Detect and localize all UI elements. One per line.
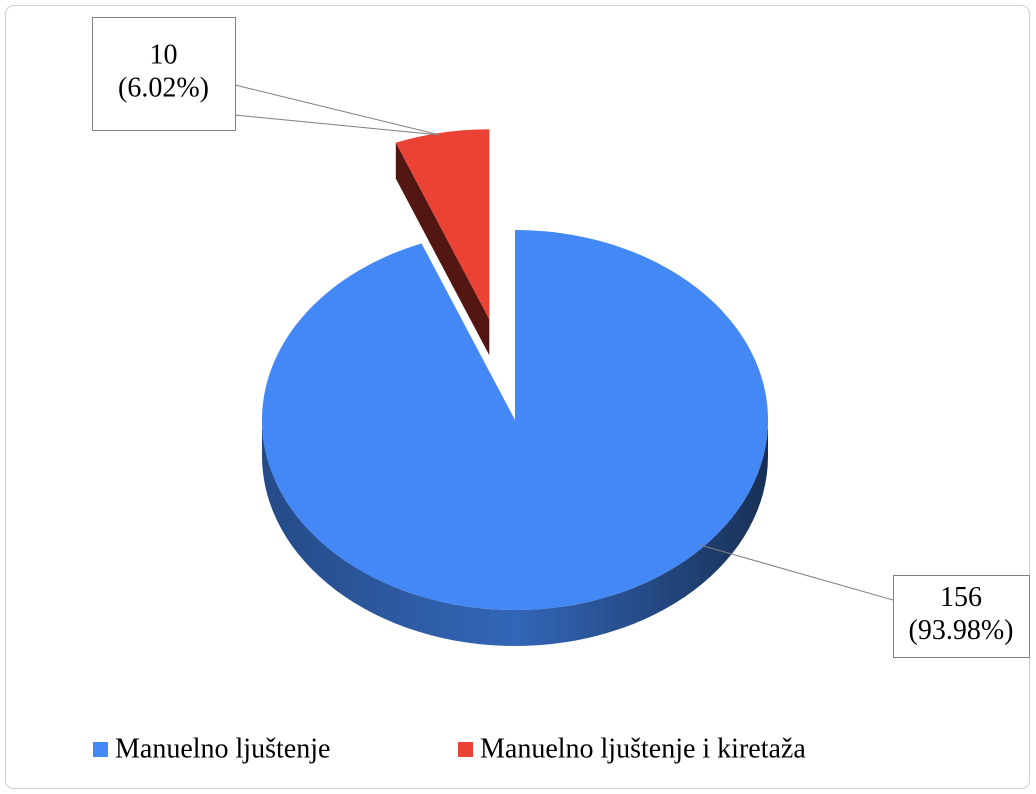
- data-label: (93.98%): [909, 615, 1014, 646]
- label-box: [92, 17, 236, 131]
- data-label: 10: [150, 39, 178, 70]
- data-label: 156: [940, 582, 982, 613]
- slice-wall: [395, 142, 490, 356]
- leader-line: [699, 544, 894, 601]
- data-label: (6.02%): [118, 72, 209, 103]
- label-box: [893, 575, 1030, 658]
- legend-swatch: [93, 742, 108, 757]
- legend-label: Manuelno ljuštenje: [115, 733, 330, 764]
- leader-line: [234, 114, 441, 136]
- legend-swatch: [458, 742, 473, 757]
- legend-label: Manuelno ljuštenje i kiretaža: [480, 733, 806, 764]
- slice: [262, 230, 768, 610]
- leader-line: [234, 84, 441, 136]
- slice: [395, 129, 490, 320]
- slice-side: [262, 420, 768, 646]
